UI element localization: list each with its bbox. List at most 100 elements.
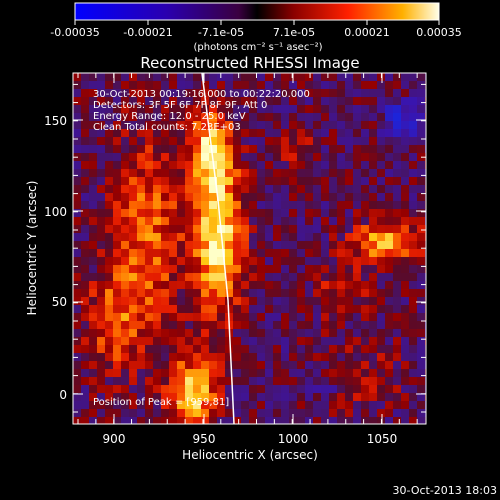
heatmap-cell <box>177 337 186 346</box>
heatmap-cell <box>305 345 314 354</box>
heatmap-cell <box>209 97 218 106</box>
heatmap-cell <box>113 145 122 154</box>
heatmap-cell <box>305 193 314 202</box>
heatmap-cell <box>185 257 194 266</box>
heatmap-cell <box>193 417 202 424</box>
heatmap-cell <box>353 217 362 226</box>
heatmap-cell <box>393 185 402 194</box>
heatmap-cell <box>369 313 378 322</box>
heatmap-cell <box>257 89 266 98</box>
heatmap-cell <box>249 105 258 114</box>
heatmap-cell <box>321 121 330 130</box>
heatmap-cell <box>241 185 250 194</box>
heatmap-cell <box>113 313 122 322</box>
heatmap-cell <box>169 401 178 410</box>
heatmap-cell <box>201 329 210 338</box>
heatmap-cell <box>185 353 194 362</box>
heatmap-cell <box>97 377 106 386</box>
heatmap-cell <box>81 137 90 146</box>
heatmap-cell <box>329 313 338 322</box>
heatmap-cell <box>73 137 82 146</box>
heatmap-cell <box>113 177 122 186</box>
heatmap-cell <box>177 121 186 130</box>
heatmap-cell <box>321 297 330 306</box>
heatmap-cell <box>241 401 250 410</box>
heatmap-cell <box>337 345 346 354</box>
heatmap-cell <box>105 329 114 338</box>
heatmap-cell <box>89 73 98 82</box>
heatmap-cell <box>169 409 178 418</box>
heatmap-cell <box>393 121 402 130</box>
annotation-energy: Energy Range: 12.0 - 25.0 keV <box>93 111 246 122</box>
heatmap-cell <box>305 353 314 362</box>
heatmap-cell <box>401 281 410 290</box>
heatmap-cell <box>385 217 394 226</box>
heatmap-cell <box>329 113 338 122</box>
heatmap-cell <box>217 369 226 378</box>
heatmap-cell <box>241 369 250 378</box>
heatmap-cell <box>385 193 394 202</box>
heatmap-cell <box>225 249 234 258</box>
heatmap-cell <box>129 137 138 146</box>
heatmap-cell <box>249 289 258 298</box>
heatmap-cell <box>385 105 394 114</box>
heatmap-cell <box>177 353 186 362</box>
heatmap-cell <box>297 233 306 242</box>
heatmap-cell <box>225 281 234 290</box>
heatmap-cell <box>417 337 426 346</box>
heatmap-cell <box>369 89 378 98</box>
heatmap-cell <box>153 305 162 314</box>
heatmap-cell <box>161 145 170 154</box>
heatmap-cell <box>377 161 386 170</box>
heatmap-cell <box>353 145 362 154</box>
heatmap-cell <box>153 345 162 354</box>
heatmap-cell <box>73 225 82 234</box>
heatmap-cell <box>105 273 114 282</box>
heatmap-cell <box>185 201 194 210</box>
heatmap-cell <box>377 265 386 274</box>
heatmap-cell <box>353 137 362 146</box>
heatmap-cell <box>377 201 386 210</box>
heatmap-cell <box>313 369 322 378</box>
heatmap-cell <box>345 281 354 290</box>
heatmap-cell <box>361 417 370 424</box>
heatmap-cell <box>417 289 426 298</box>
heatmap-cell <box>193 73 202 82</box>
heatmap-cell <box>121 137 130 146</box>
heatmap-cell <box>217 113 226 122</box>
heatmap-cell <box>233 185 242 194</box>
heatmap-cell <box>169 145 178 154</box>
heatmap-cell <box>97 329 106 338</box>
heatmap-cell <box>241 105 250 114</box>
heatmap-cell <box>321 265 330 274</box>
heatmap-cell <box>105 169 114 178</box>
heatmap-cell <box>193 353 202 362</box>
heatmap-cell <box>401 417 410 424</box>
heatmap-cell <box>385 177 394 186</box>
heatmap-cell <box>81 377 90 386</box>
heatmap-cell <box>137 369 146 378</box>
heatmap-cell <box>161 89 170 98</box>
heatmap-cell <box>385 297 394 306</box>
heatmap-cell <box>145 225 154 234</box>
heatmap-cell <box>241 137 250 146</box>
heatmap-cell <box>385 113 394 122</box>
heatmap-cell <box>177 241 186 250</box>
heatmap-cell <box>361 321 370 330</box>
heatmap-cell <box>153 105 162 114</box>
heatmap-cell <box>361 401 370 410</box>
heatmap-cell <box>345 345 354 354</box>
heatmap-cell <box>401 233 410 242</box>
heatmap-cell <box>121 297 130 306</box>
heatmap-cell <box>201 169 210 178</box>
heatmap-cell <box>105 249 114 258</box>
heatmap-cell <box>137 297 146 306</box>
heatmap-cell <box>337 97 346 106</box>
heatmap-cell <box>161 345 170 354</box>
heatmap-cell <box>233 193 242 202</box>
heatmap-cell <box>193 97 202 106</box>
heatmap-cell <box>401 265 410 274</box>
heatmap-cell <box>97 401 106 410</box>
heatmap-cell <box>129 105 138 114</box>
heatmap-cell <box>241 361 250 370</box>
